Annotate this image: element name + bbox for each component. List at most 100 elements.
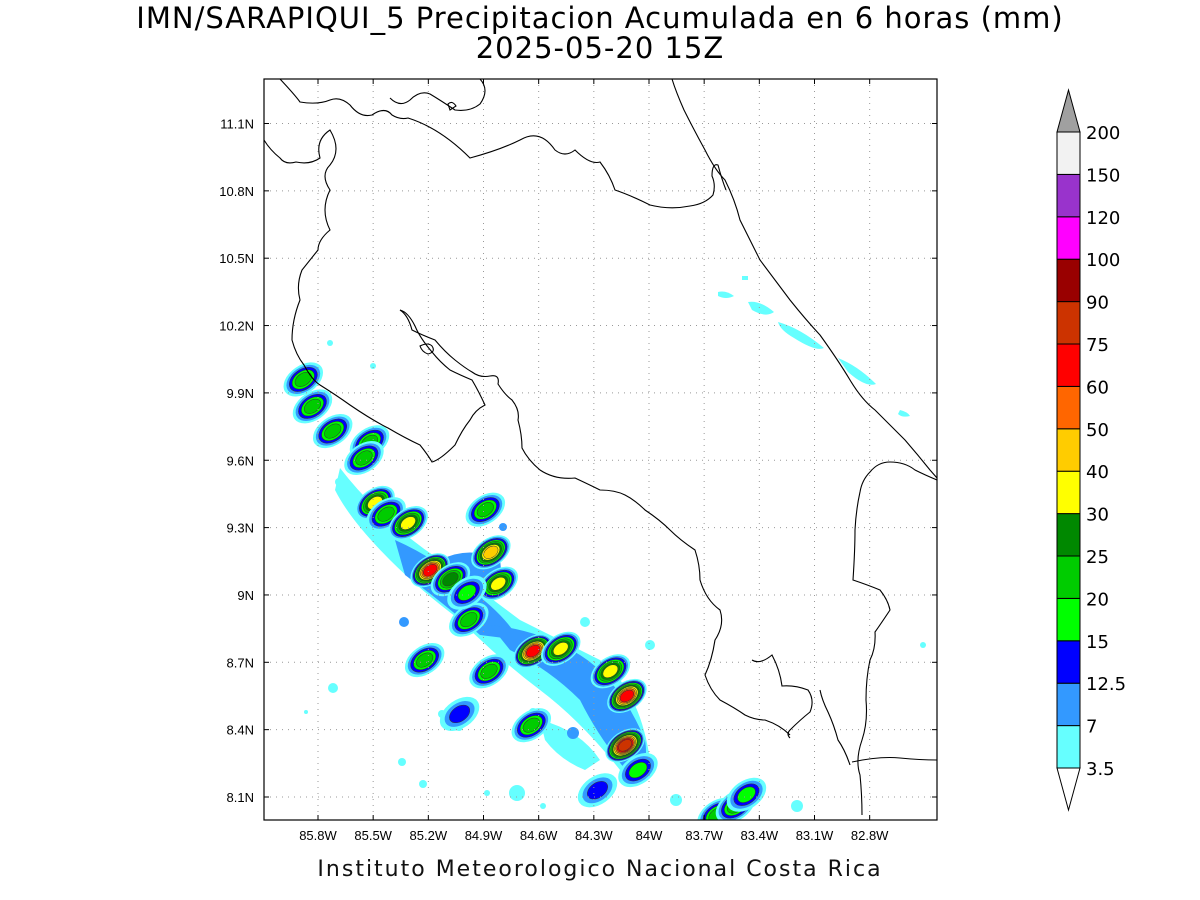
precip-cell bbox=[292, 389, 333, 424]
precip-contour bbox=[602, 664, 619, 679]
precip-contour bbox=[490, 576, 506, 591]
colorbar-level-label: 3.5 bbox=[1086, 759, 1115, 780]
precip-contour bbox=[460, 612, 478, 628]
lon-tick-label: 83.7W bbox=[685, 828, 723, 843]
colorbar-level-label: 150 bbox=[1086, 165, 1120, 186]
precip-cell bbox=[312, 414, 353, 449]
lat-lon-grid bbox=[264, 79, 937, 820]
colorbar-swatch bbox=[1056, 513, 1081, 557]
precip-cell bbox=[607, 678, 647, 714]
precip-contour bbox=[355, 450, 373, 466]
colorbar-swatch bbox=[1056, 428, 1081, 472]
precip-contour bbox=[618, 739, 633, 752]
precip-contour bbox=[553, 642, 569, 656]
lat-tick-label: 9.3N bbox=[227, 521, 254, 536]
lat-tick-label: 11.1N bbox=[220, 117, 254, 132]
lat-tick-label: 10.2N bbox=[219, 319, 254, 334]
colorbar-swatch bbox=[1056, 258, 1081, 303]
precip-contour bbox=[526, 644, 541, 658]
precip-cell bbox=[449, 602, 489, 637]
precipitation-cells bbox=[283, 362, 767, 820]
precip-cell bbox=[447, 575, 487, 610]
precip-contour bbox=[377, 506, 395, 522]
lat-tick-label: 9N bbox=[237, 588, 254, 603]
map-date-subtitle: 2025-05-20 15Z bbox=[475, 31, 725, 65]
longitude-labels: 85.8W 85.5W 85.2W 84.9W 84.6W 84.3W 84W 83.7W 83… bbox=[299, 828, 889, 843]
lon-tick-label: 84.9W bbox=[465, 828, 503, 843]
precip-cell bbox=[344, 440, 384, 476]
precip-contour bbox=[400, 516, 416, 530]
colorbar-swatch bbox=[1056, 470, 1081, 515]
precip-cell bbox=[541, 631, 581, 666]
precip-cell bbox=[618, 753, 658, 788]
lon-tick-label: 85.8W bbox=[299, 828, 337, 843]
colorbar-level-label: 25 bbox=[1086, 547, 1109, 568]
lon-tick-label: 85.5W bbox=[354, 828, 392, 843]
colorbar-swatch bbox=[1056, 173, 1081, 218]
lon-tick-label: 84.6W bbox=[520, 828, 558, 843]
colorbar-under-arrow bbox=[1056, 767, 1081, 812]
colorbar-over-arrow bbox=[1056, 88, 1081, 133]
precip-cell bbox=[404, 643, 445, 678]
precip-cell bbox=[577, 773, 618, 808]
colorbar-level-label: 20 bbox=[1086, 589, 1109, 610]
lat-tick-label: 8.4N bbox=[227, 723, 254, 738]
precip-contour bbox=[442, 572, 459, 587]
lat-tick-label: 8.7N bbox=[227, 655, 254, 670]
precip-cell bbox=[366, 497, 406, 532]
precip-cell bbox=[471, 535, 511, 570]
colorbar-legend: 3.5 7 12.5 15 20 25 30 40 50 60 75 90 100 120 150 200 bbox=[1056, 88, 1126, 812]
colorbar-swatch bbox=[1056, 682, 1081, 727]
precip-cell bbox=[465, 492, 506, 527]
precip-cell bbox=[478, 566, 518, 601]
precip-contour bbox=[480, 663, 498, 679]
colorbar-level-label: 30 bbox=[1086, 505, 1109, 526]
lat-tick-label: 9.6N bbox=[227, 453, 254, 468]
lat-tick-label: 9.9N bbox=[227, 386, 254, 401]
map-frame bbox=[263, 78, 938, 821]
colorbar-level-label: 90 bbox=[1086, 293, 1109, 314]
precip-contour bbox=[483, 545, 499, 559]
colorbar-swatch bbox=[1056, 597, 1081, 642]
colorbar-swatch bbox=[1056, 385, 1081, 430]
colorbar-level-label: 7 bbox=[1086, 717, 1097, 738]
lon-tick-label: 85.2W bbox=[410, 828, 448, 843]
colorbar-swatch bbox=[1056, 640, 1081, 684]
precip-contour bbox=[457, 584, 477, 601]
colorbar-swatch bbox=[1056, 343, 1081, 387]
precipitation-base-layer bbox=[304, 276, 926, 812]
precip-contour bbox=[303, 398, 322, 414]
precip-cell bbox=[439, 696, 480, 731]
lon-tick-label: 82.8W bbox=[851, 828, 889, 843]
colorbar-level-label: 120 bbox=[1086, 208, 1120, 229]
lon-tick-label: 84W bbox=[636, 828, 663, 843]
lon-tick-label: 84.3W bbox=[575, 828, 613, 843]
lon-tick-label: 83.4W bbox=[741, 828, 779, 843]
precip-cell bbox=[726, 777, 767, 812]
colorbar-swatch bbox=[1056, 131, 1081, 175]
colorbar-level-label: 40 bbox=[1086, 462, 1109, 483]
latitude-labels: 11.1N 10.8N 10.5N 10.2N 9.9N 9.6N 9.3N 9N 8.7N 8.… bbox=[219, 117, 254, 806]
footer-credit: Instituto Meteorologico Nacional Costa R… bbox=[317, 857, 883, 882]
lon-tick-label: 83.1W bbox=[796, 828, 834, 843]
precip-cell bbox=[513, 634, 553, 669]
precip-contour bbox=[449, 704, 471, 724]
precip-cell bbox=[605, 728, 645, 763]
precip-contour bbox=[423, 564, 438, 577]
precip-contour bbox=[476, 502, 494, 518]
precip-contour bbox=[619, 689, 635, 703]
colorbar-level-label: 12.5 bbox=[1086, 674, 1126, 695]
colorbar-level-label: 200 bbox=[1086, 123, 1120, 144]
lat-tick-label: 10.8N bbox=[219, 184, 254, 199]
colorbar-level-label: 100 bbox=[1086, 250, 1120, 271]
colorbar-swatch bbox=[1056, 555, 1081, 599]
colorbar-level-label: 75 bbox=[1086, 335, 1109, 356]
colorbar-swatch bbox=[1056, 301, 1081, 345]
colorbar-level-label: 60 bbox=[1086, 377, 1109, 398]
precip-contour bbox=[324, 423, 342, 439]
map-title: IMN/SARAPIQUI_5 Precipitacion Acumulada … bbox=[136, 1, 1064, 35]
lat-tick-label: 8.1N bbox=[227, 790, 254, 805]
precip-cell bbox=[511, 708, 552, 743]
coastline-borders bbox=[264, 79, 937, 816]
